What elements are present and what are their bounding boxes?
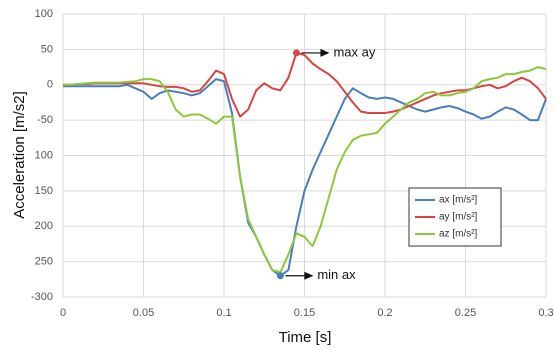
y-tick-label: 200 <box>35 220 53 232</box>
y-tick-label: 100 <box>35 8 53 20</box>
annotation: min ax <box>317 267 356 282</box>
x-tick-label: 0.2 <box>377 307 392 319</box>
x-tick-label: 0.25 <box>455 307 476 319</box>
annotation-arrowhead <box>320 48 330 57</box>
y-tick-label: 250 <box>35 256 53 268</box>
marker <box>292 49 300 57</box>
annotation-arrowhead <box>304 271 314 280</box>
legend-label: ax [m/s²] <box>439 195 478 206</box>
y-tick-label: 100 <box>35 149 53 161</box>
x-tick-label: 0 <box>60 307 66 319</box>
y-tick-label: -50 <box>37 114 53 126</box>
x-tick-label: 0.3 <box>538 307 553 319</box>
line <box>63 78 547 277</box>
x-tick-label: 0.1 <box>216 307 231 319</box>
y-axis-title: Acceleration [m/s2] <box>11 91 28 219</box>
marker <box>276 272 284 280</box>
x-tick-label: 0.15 <box>294 307 315 319</box>
legend-label: az [m/s²] <box>439 229 478 240</box>
line <box>63 66 547 274</box>
y-tick-label: 50 <box>41 43 53 55</box>
x-axis-title: Time [s] <box>279 329 332 346</box>
legend-label: ay [m/s²] <box>439 212 478 223</box>
y-tick-label: -300 <box>31 291 53 303</box>
x-tick-label: 0.05 <box>133 307 154 319</box>
y-tick-label: 0 <box>47 79 53 91</box>
line <box>63 51 547 118</box>
annotation: max ay <box>333 44 375 59</box>
y-tick-label: 150 <box>35 185 53 197</box>
